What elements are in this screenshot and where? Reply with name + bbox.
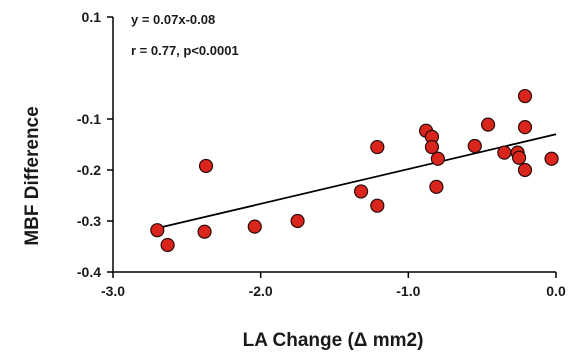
data-point [150,223,165,238]
y-tick-label: 0.1 [82,9,102,25]
data-point [247,219,262,234]
data-point [430,151,445,166]
data-point [517,88,533,104]
correlation-annotation: r = 0.77, p<0.0001 [131,43,239,58]
y-tick-label: -0.1 [77,111,101,127]
data-point [370,198,385,213]
data-point [370,139,385,155]
y-tick-label: -0.3 [77,213,101,229]
data-point [511,150,527,165]
axis-ticks: -3.0 -2.0 -1.0 0.0 0.1 -0.1 -0.2 -0.3 -0.4 [77,9,566,299]
equation-annotation: y = 0.07x-0.08 [131,12,215,27]
x-tick-label: -2.0 [249,283,273,299]
x-tick-label: -1.0 [396,283,420,299]
data-point [429,179,444,194]
data-point [290,213,305,229]
data-point [497,145,512,160]
data-point [467,138,482,154]
data-point [424,139,440,155]
data-point [544,151,559,166]
y-axis-title: MBF Difference [22,106,43,245]
axes [112,17,556,273]
trendline-layer [157,133,557,230]
data-point [198,158,214,174]
data-point [197,224,212,239]
x-tick-label: -3.0 [101,283,125,299]
x-axis-title: LA Change (Δ mm2) [243,330,424,351]
data-point [517,162,533,178]
y-tick-label: -0.4 [77,264,101,280]
data-point [517,120,533,135]
data-point [480,117,496,132]
data-point [353,184,369,199]
data-points [150,88,559,253]
y-tick-label: -0.2 [77,162,101,178]
data-point [160,237,175,253]
x-tick-label: 0.0 [546,283,566,299]
trendline [157,133,557,230]
